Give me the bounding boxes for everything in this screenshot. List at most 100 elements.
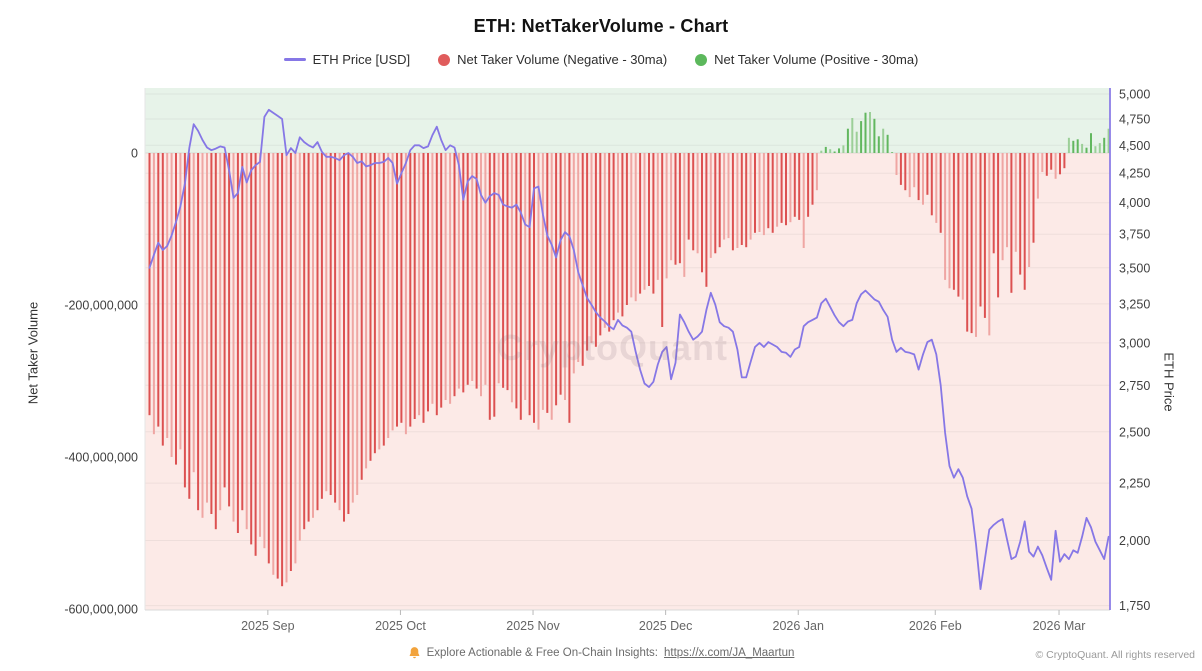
negative-volume-bar [714, 153, 717, 254]
legend-label: Net Taker Volume (Positive - 30ma) [714, 52, 919, 67]
negative-volume-bar [453, 153, 456, 397]
negative-volume-bar [930, 153, 933, 216]
negative-volume-bar [369, 153, 372, 461]
negative-volume-bar [550, 153, 553, 420]
footer-note: Explore Actionable & Free On-Chain Insig… [0, 646, 1202, 659]
negative-volume-bar [312, 153, 314, 518]
negative-volume-bar [259, 153, 261, 537]
negative-volume-bar [656, 153, 659, 280]
negative-volume-bar [1019, 153, 1022, 275]
negative-volume-bar [922, 153, 924, 205]
positive-volume-bar [882, 128, 885, 153]
negative-volume-bar [736, 153, 739, 248]
negative-volume-bar [1050, 153, 1053, 170]
negative-volume-bar [197, 153, 200, 511]
x-tick-label: 2026 Feb [909, 619, 962, 633]
x-tick-label: 2026 Jan [773, 619, 824, 633]
negative-volume-bar [1023, 153, 1026, 290]
x-tick-label: 2025 Dec [639, 619, 693, 633]
negative-volume-bar [899, 153, 902, 185]
positive-volume-bar [1081, 143, 1084, 153]
negative-volume-bar [992, 153, 995, 254]
negative-volume-bar [201, 153, 204, 518]
negative-volume-bar [939, 153, 942, 233]
negative-volume-bar [462, 153, 465, 393]
footer-link[interactable]: https://x.com/JA_Maartun [664, 646, 795, 659]
negative-volume-bar [1041, 153, 1044, 172]
right-tick-label: 3,750 [1119, 228, 1150, 242]
negative-volume-bar [475, 153, 478, 389]
negative-volume-bar [347, 153, 350, 514]
green-dot-icon [695, 53, 708, 66]
negative-volume-bar [365, 153, 368, 469]
negative-volume-bar [422, 153, 425, 423]
negative-volume-bar [807, 153, 810, 217]
negative-volume-bar [236, 153, 239, 533]
negative-volume-bar [555, 153, 558, 406]
legend-item-positive-volume[interactable]: Net Taker Volume (Positive - 30ma) [695, 52, 918, 67]
positive-volume-bar [838, 148, 840, 153]
negative-volume-bar [1032, 153, 1035, 243]
negative-volume-bar [749, 153, 752, 240]
positive-volume-bar [829, 149, 832, 153]
negative-volume-bar [444, 153, 447, 400]
negative-volume-bar [228, 153, 231, 507]
negative-volume-bar [281, 153, 284, 587]
legend-item-eth-price[interactable]: ETH Price [USD] [283, 52, 410, 67]
negative-volume-bar [396, 153, 398, 427]
right-tick-label: 5,000 [1119, 88, 1150, 102]
negative-volume-bar [175, 153, 177, 465]
negative-volume-bar [1001, 153, 1004, 261]
positive-volume-bar [1103, 137, 1106, 153]
negative-volume-bar [533, 153, 535, 423]
negative-volume-bar [161, 153, 164, 446]
x-axis-ticks: 2025 Sep 2025 Oct 2025 Nov 2025 Dec 2026 Jan… [241, 610, 1085, 633]
negative-volume-bar [776, 153, 779, 227]
negative-volume-bar [625, 153, 628, 305]
negative-volume-bar [718, 153, 721, 248]
negative-volume-bar [727, 153, 730, 239]
negative-volume-bar [979, 153, 982, 307]
negative-volume-bar [917, 153, 920, 201]
negative-volume-bar [957, 153, 960, 297]
negative-volume-bar [351, 153, 354, 503]
negative-volume-bar [241, 153, 244, 511]
negative-volume-bar [780, 153, 783, 223]
x-tick-label: 2025 Nov [506, 619, 560, 633]
negative-volume-bar [179, 153, 182, 450]
legend-item-negative-volume[interactable]: Net Taker Volume (Negative - 30ma) [438, 52, 667, 67]
negative-volume-bar [966, 153, 969, 332]
negative-volume-bar [541, 153, 544, 410]
negative-volume-bar [771, 153, 774, 233]
negative-volume-bar [497, 153, 500, 384]
negative-volume-bar [970, 153, 973, 334]
negative-volume-bar [754, 153, 756, 233]
negative-volume-bar [983, 153, 986, 318]
eth-price-line [148, 108, 1110, 590]
negative-volume-bar [696, 153, 699, 254]
negative-volume-bar [546, 153, 549, 413]
positive-volume-bar [1098, 143, 1101, 153]
negative-volume-bar [152, 153, 155, 435]
negative-volume-bar [568, 153, 571, 423]
negative-volume-bar [767, 153, 770, 229]
x-tick-label: 2026 Mar [1033, 619, 1086, 633]
negative-volume-bar [404, 153, 407, 435]
x-tick-label: 2025 Sep [241, 619, 295, 633]
negative-volume-bar [599, 153, 602, 336]
negative-volume-bar [758, 153, 761, 232]
negative-volume-bar [683, 153, 686, 277]
positive-volume-bar [824, 146, 827, 153]
negative-volume-bar [961, 153, 964, 300]
right-tick-label: 3,250 [1119, 297, 1150, 311]
volume-bars [148, 112, 1110, 587]
negative-volume-bar [431, 153, 434, 404]
negative-volume-bar [303, 153, 306, 530]
negative-volume-bar [223, 153, 226, 488]
negative-volume-bar [559, 153, 562, 395]
negative-volume-bar [705, 153, 708, 287]
negative-volume-bar [652, 153, 655, 294]
negative-volume-bar [975, 153, 977, 337]
